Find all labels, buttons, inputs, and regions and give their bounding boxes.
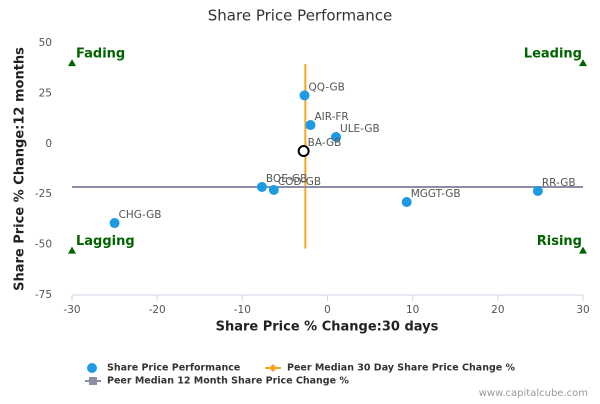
y-axis-label: Share Price % Change:12 months [13, 47, 28, 291]
x-tick-label: 10 [406, 304, 419, 316]
point [305, 120, 316, 131]
quadrant-marker [68, 59, 76, 67]
point-label: RR-GB [542, 177, 576, 189]
point [331, 131, 342, 142]
legend-marker [87, 363, 97, 373]
x-tick-label: -10 [234, 304, 251, 316]
y-tick-label: 50 [39, 37, 52, 49]
legend-marker [89, 377, 97, 385]
y-tick-label: 0 [45, 138, 52, 150]
point-label: AIR-FR [314, 111, 348, 123]
point-label: MGGT-GB [411, 188, 461, 200]
point [401, 197, 412, 208]
legend-label: Peer Median 12 Month Share Price Change … [107, 376, 349, 387]
legend-label: Peer Median 30 Day Share Price Change % [287, 363, 516, 374]
quadrant-marker [68, 246, 76, 254]
legend-label: Share Price Performance [107, 363, 240, 374]
x-tick-label: -30 [63, 304, 80, 316]
y-tick-label: -75 [35, 289, 52, 301]
point [297, 145, 310, 158]
point-label: QQ-GB [309, 81, 345, 93]
point [532, 185, 543, 196]
quadrant-label: Leading [524, 47, 582, 62]
source: www.capitalcube.com [479, 388, 588, 399]
x-tick-label: -20 [149, 304, 166, 316]
quadrant-label: Fading [76, 47, 125, 62]
point-label: BA-GB [308, 137, 342, 149]
x-tick-label: 30 [576, 304, 589, 316]
y-tick-label: -50 [35, 239, 52, 251]
quadrant-label: Lagging [76, 234, 135, 249]
point [256, 181, 267, 192]
point [109, 218, 120, 229]
quadrant-marker [579, 59, 587, 67]
legend-marker [269, 364, 277, 372]
point-label: ULE-GB [340, 123, 380, 135]
point [299, 90, 310, 101]
x-tick-label: 0 [324, 304, 331, 316]
point-label: CHG-GB [119, 209, 162, 221]
x-axis-label: Share Price % Change:30 days [216, 320, 439, 335]
point-label: BOE-GB [266, 173, 307, 185]
y-tick-label: -25 [35, 188, 52, 200]
quadrant-label: Rising [537, 234, 582, 249]
quadrant-marker [579, 246, 587, 254]
x-tick-label: 20 [491, 304, 504, 316]
chart-title: Share Price Performance [208, 7, 392, 25]
point [268, 184, 279, 195]
y-tick-label: 25 [39, 87, 52, 99]
point-label: COD-GB [278, 176, 321, 188]
